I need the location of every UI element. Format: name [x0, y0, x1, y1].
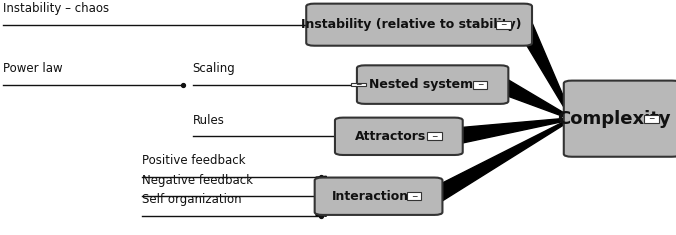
Text: Power law: Power law [3, 62, 63, 75]
Text: Negative feedback: Negative feedback [142, 174, 253, 187]
Text: Nested systems: Nested systems [369, 78, 480, 91]
Polygon shape [431, 118, 573, 203]
Text: −: − [431, 132, 437, 141]
Text: Instability (relative to stability): Instability (relative to stability) [301, 18, 521, 31]
FancyBboxPatch shape [357, 65, 508, 104]
FancyBboxPatch shape [564, 81, 676, 157]
Text: Complexity: Complexity [557, 110, 671, 128]
FancyBboxPatch shape [351, 83, 366, 86]
FancyBboxPatch shape [496, 21, 511, 29]
Text: Scaling: Scaling [193, 62, 235, 75]
FancyBboxPatch shape [644, 115, 659, 123]
Text: −: − [648, 114, 655, 123]
Polygon shape [497, 77, 573, 120]
Polygon shape [321, 191, 323, 201]
Polygon shape [316, 196, 327, 216]
Text: −: − [411, 192, 417, 201]
Polygon shape [516, 21, 573, 119]
Polygon shape [316, 176, 327, 196]
FancyBboxPatch shape [335, 118, 462, 155]
Text: Positive feedback: Positive feedback [142, 154, 245, 167]
Text: Instability – chaos: Instability – chaos [3, 2, 110, 15]
Polygon shape [454, 118, 572, 145]
Text: −: − [500, 20, 507, 29]
FancyBboxPatch shape [407, 192, 422, 200]
Text: Self organization: Self organization [142, 193, 241, 206]
Text: −: − [477, 80, 483, 89]
Text: Attractors: Attractors [355, 130, 427, 143]
Text: Interaction: Interaction [332, 190, 409, 203]
FancyBboxPatch shape [473, 81, 487, 89]
Text: −: − [355, 80, 362, 89]
Text: Rules: Rules [193, 114, 224, 127]
FancyBboxPatch shape [314, 178, 443, 215]
FancyBboxPatch shape [306, 4, 532, 46]
FancyBboxPatch shape [427, 132, 442, 140]
